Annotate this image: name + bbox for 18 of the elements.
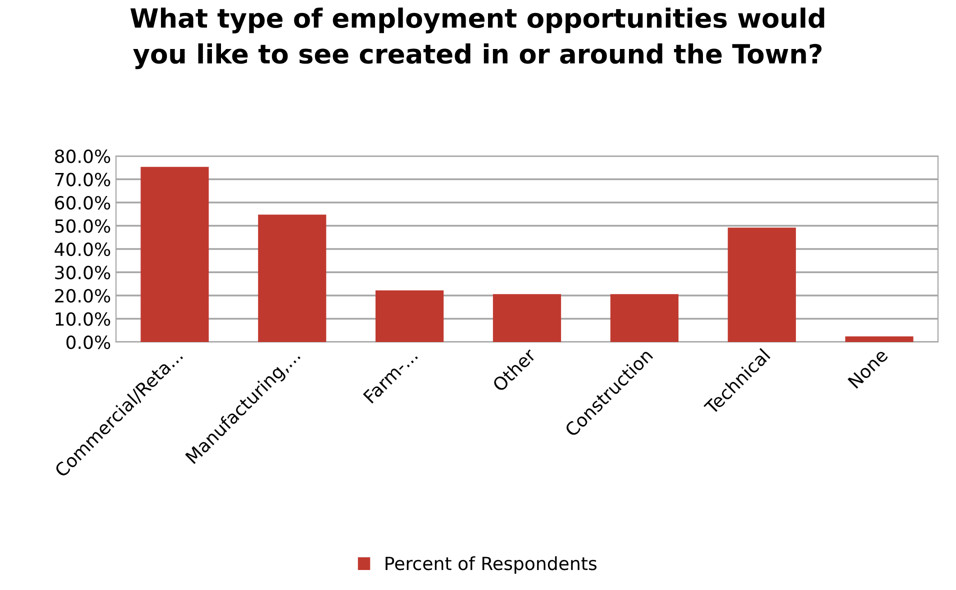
bar (140, 166, 209, 342)
y-tick-label: 70.0% (55, 172, 110, 186)
y-tick-label: 60.0% (55, 196, 110, 210)
bar (728, 228, 796, 342)
bar (376, 290, 444, 342)
y-tick-label: 10.0% (56, 312, 110, 326)
y-tick-label: 40.0% (54, 242, 110, 256)
chart-title: What type of employment opportunities would you like to see created in or around the Town? (130, 8, 824, 70)
bar (258, 214, 326, 342)
bar (492, 294, 562, 342)
bar (610, 294, 678, 342)
legend-label: Percent of Respondents (386, 556, 597, 574)
y-tick-label: 80.0% (55, 149, 110, 164)
y-tick-label: 30.0% (55, 266, 110, 280)
y-tick-label: 0.0% (66, 335, 110, 350)
y-tick-label: 20.0% (55, 288, 110, 303)
bar (845, 336, 914, 342)
y-tick-label: 50.0% (55, 219, 110, 233)
